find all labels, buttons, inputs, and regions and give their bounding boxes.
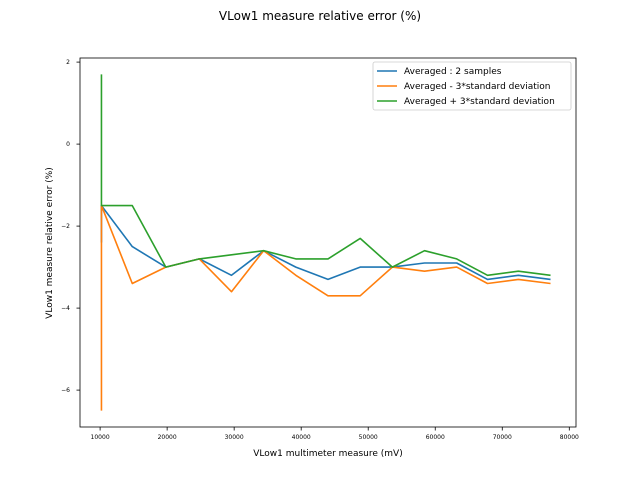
legend-label-1: Averaged : 2 samples [404,67,502,77]
series-layer [100,74,551,411]
x-tick-label: 50000 [359,434,378,441]
x-tick-label: 60000 [426,434,445,441]
y-tick-label: −6 [61,387,70,394]
y-tick-label: −4 [61,305,70,312]
legend-label-3: Averaged + 3*standard deviation [404,97,555,107]
y-axis-ticks: −6 −4 −2 0 2 [61,59,80,394]
y-tick-label: 2 [66,59,70,66]
x-tick-label: 70000 [493,434,512,441]
legend: Averaged : 2 samples Averaged - 3*standar… [372,61,572,111]
series-line-2 [100,204,551,411]
legend-label-2: Averaged - 3*standard deviation [404,82,550,92]
chart-title: VLow1 measure relative error (%) [219,9,421,23]
series-line-1 [100,204,551,281]
y-tick-label: −2 [61,223,70,230]
x-tick-label: 20000 [158,434,177,441]
series-line-3 [100,74,551,277]
plot-frame [79,57,577,428]
y-tick-label: 0 [66,141,70,148]
y-axis-label: VLow1 measure relative error (%) [45,167,55,319]
plot-area: 10000 20000 30000 40000 50000 60000 70000 80000… [61,57,579,441]
x-tick-label: 10000 [91,434,110,441]
x-tick-label: 40000 [292,434,311,441]
x-tick-label: 30000 [225,434,244,441]
legend-box [372,61,572,111]
x-axis-label: VLow1 multimeter measure (mV) [253,449,402,459]
x-axis-ticks: 10000 20000 30000 40000 50000 60000 70000 80000 [91,427,579,441]
x-tick-label: 80000 [560,434,579,441]
